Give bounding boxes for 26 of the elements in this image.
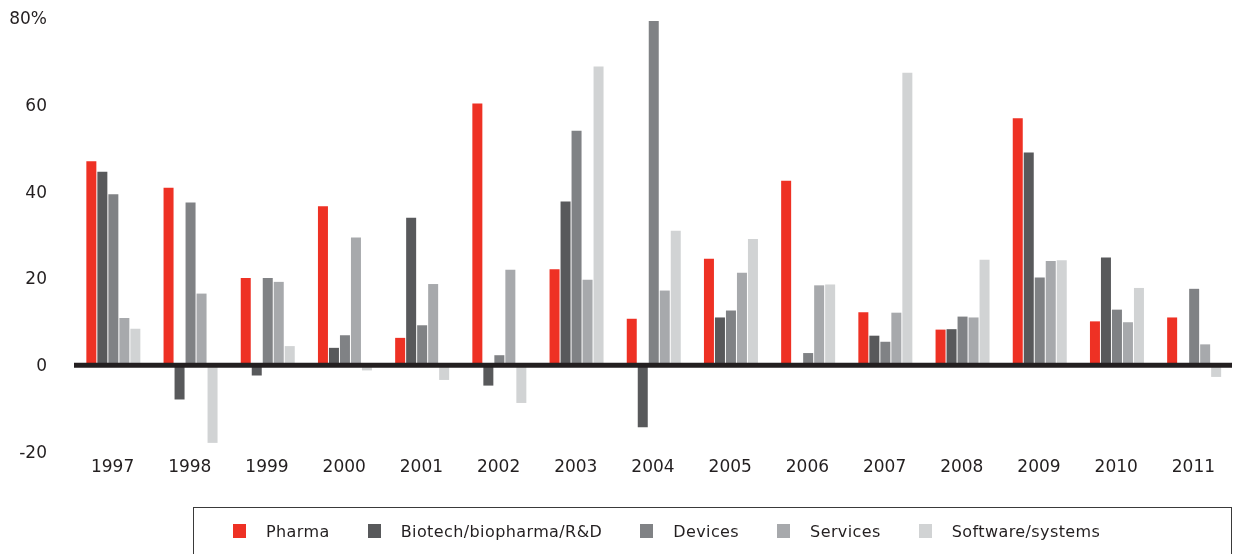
- y-tick-label: 40: [25, 181, 47, 202]
- y-tick-label: 20: [25, 268, 47, 289]
- x-tick-label: 2009: [1017, 456, 1061, 477]
- x-tick-label: 1999: [245, 456, 289, 477]
- x-tick-label: 2001: [399, 456, 444, 477]
- legend-label: Services: [810, 521, 881, 541]
- x-tick-label: 2008: [940, 456, 984, 477]
- x-tick-label: 1998: [168, 456, 212, 477]
- x-tick-label: 1997: [90, 456, 135, 477]
- x-tick-label: 2011: [1171, 456, 1216, 477]
- legend-label: Software/systems: [951, 521, 1101, 541]
- legend-label: Devices: [673, 521, 740, 541]
- y-tick-label: 0: [36, 355, 47, 376]
- legend-label: Biotech/biopharma/R&D: [400, 521, 603, 541]
- x-tick-label: 2005: [708, 456, 752, 477]
- x-tick-label: 2004: [631, 456, 675, 477]
- y-tick-label: -20: [19, 442, 47, 463]
- x-tick-label: 2006: [785, 456, 830, 477]
- x-tick-label: 2007: [862, 456, 907, 477]
- x-tick-label: 2003: [554, 456, 598, 477]
- x-tick-label: 2000: [322, 456, 366, 477]
- x-tick-label: 2002: [476, 456, 521, 477]
- y-tick-label: 60: [25, 94, 47, 115]
- x-tick-label: 2010: [1094, 456, 1138, 477]
- y-tick-label: 80%: [9, 8, 47, 29]
- legend-label: Pharma: [266, 521, 330, 541]
